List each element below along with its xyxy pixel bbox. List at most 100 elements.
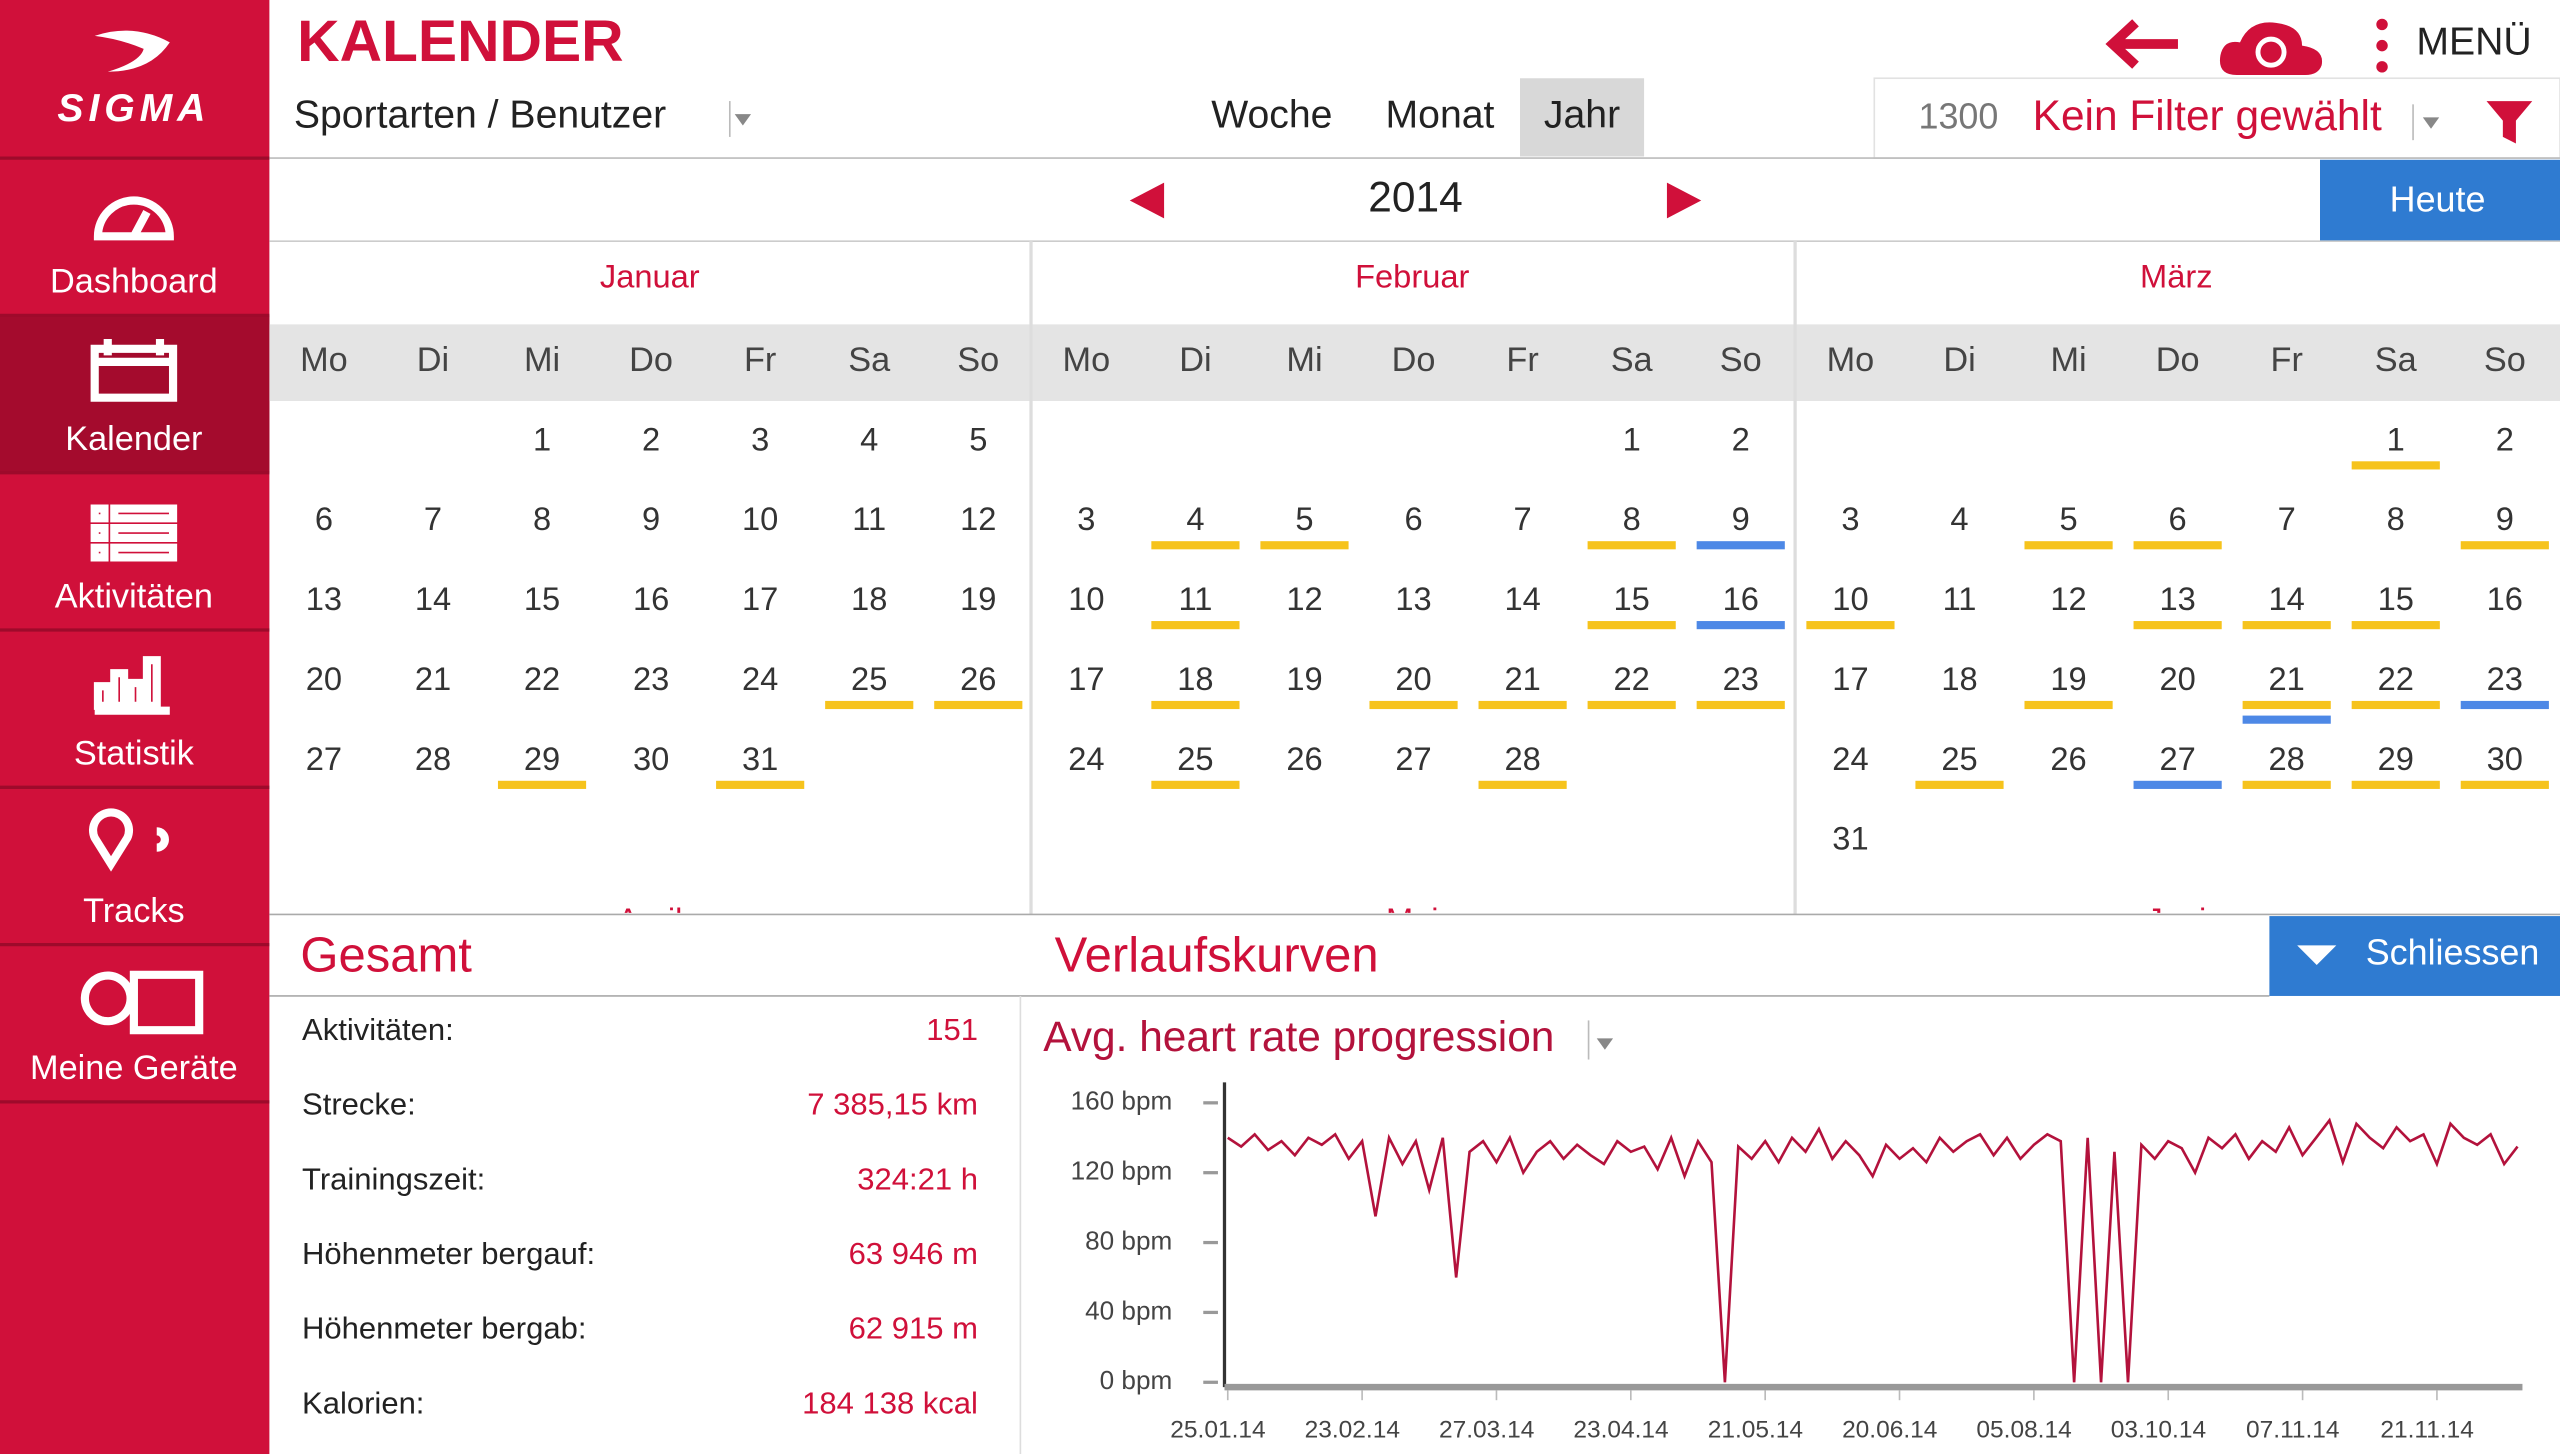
day[interactable]: 25 xyxy=(1177,740,1213,777)
day[interactable]: 27 xyxy=(1395,740,1431,777)
day[interactable]: 11 xyxy=(852,500,886,537)
close-label[interactable]: Schliessen xyxy=(2366,933,2540,973)
day[interactable]: 7 xyxy=(1514,500,1532,537)
day[interactable]: 18 xyxy=(1941,660,1977,697)
nav-icon[interactable] xyxy=(93,196,174,241)
day[interactable]: 21 xyxy=(415,660,451,697)
day[interactable]: 29 xyxy=(2378,740,2414,777)
day[interactable]: 12 xyxy=(1286,580,1322,617)
filter-icon[interactable] xyxy=(2486,101,2533,144)
day[interactable]: 4 xyxy=(1186,500,1204,537)
day[interactable]: 23 xyxy=(2487,660,2523,697)
day[interactable]: 14 xyxy=(1504,580,1540,617)
close-icon[interactable] xyxy=(2297,945,2337,965)
day[interactable]: 25 xyxy=(851,660,887,697)
dropdown-arrow[interactable] xyxy=(1596,1038,1614,1050)
menu-dots[interactable] xyxy=(2376,18,2388,73)
day[interactable]: 30 xyxy=(2487,740,2523,777)
day[interactable]: 24 xyxy=(742,660,778,697)
day[interactable]: 9 xyxy=(2496,500,2514,537)
day[interactable]: 21 xyxy=(1504,660,1540,697)
prev-year[interactable] xyxy=(1129,182,1165,219)
day[interactable]: 1 xyxy=(533,420,551,457)
day[interactable]: 22 xyxy=(524,660,560,697)
nav-item[interactable]: Tracks xyxy=(83,892,185,930)
day[interactable]: 19 xyxy=(2050,660,2086,697)
nav-icon[interactable] xyxy=(80,970,204,1035)
day[interactable]: 20 xyxy=(306,660,342,697)
day[interactable]: 27 xyxy=(2159,740,2195,777)
day[interactable]: 9 xyxy=(642,500,660,537)
day[interactable]: 17 xyxy=(1068,660,1104,697)
day[interactable]: 20 xyxy=(1395,660,1431,697)
day[interactable]: 15 xyxy=(1614,580,1650,617)
day[interactable]: 26 xyxy=(1286,740,1322,777)
nav-item[interactable]: Meine Geräte xyxy=(30,1049,238,1087)
day[interactable]: 18 xyxy=(851,580,887,617)
day[interactable]: 15 xyxy=(524,580,560,617)
day[interactable]: 1 xyxy=(2387,420,2405,457)
day[interactable]: 14 xyxy=(2269,580,2305,617)
day[interactable]: 4 xyxy=(860,420,878,457)
day[interactable]: 22 xyxy=(1614,660,1650,697)
day[interactable]: 5 xyxy=(2059,500,2077,537)
view-option[interactable]: Monat xyxy=(1386,94,1495,137)
nav-icon[interactable] xyxy=(89,808,169,872)
day[interactable]: 27 xyxy=(306,740,342,777)
nav-item[interactable]: Statistik xyxy=(74,735,195,773)
day[interactable]: 22 xyxy=(2378,660,2414,697)
filter-left[interactable]: Sportarten / Benutzer xyxy=(294,94,666,137)
day[interactable]: 16 xyxy=(2487,580,2523,617)
day[interactable]: 25 xyxy=(1941,740,1977,777)
nav-icon[interactable] xyxy=(90,504,178,562)
day[interactable]: 1 xyxy=(1623,420,1641,457)
day[interactable]: 19 xyxy=(960,580,996,617)
day[interactable]: 17 xyxy=(1832,660,1868,697)
day[interactable]: 14 xyxy=(415,580,451,617)
sync-button[interactable] xyxy=(2219,22,2323,75)
day[interactable]: 6 xyxy=(2169,500,2187,537)
day[interactable]: 23 xyxy=(633,660,669,697)
day[interactable]: 2 xyxy=(2496,420,2514,457)
day[interactable]: 28 xyxy=(2269,740,2305,777)
nav-item[interactable]: Dashboard xyxy=(50,263,218,301)
day[interactable]: 26 xyxy=(2050,740,2086,777)
view-option[interactable]: Woche xyxy=(1211,94,1332,137)
day[interactable]: 7 xyxy=(424,500,442,537)
day[interactable]: 6 xyxy=(315,500,333,537)
day[interactable]: 8 xyxy=(2387,500,2405,537)
day[interactable]: 12 xyxy=(2050,580,2086,617)
day[interactable]: 24 xyxy=(1832,740,1868,777)
day[interactable]: 31 xyxy=(1832,820,1868,857)
nav-icon[interactable] xyxy=(90,339,178,402)
day[interactable]: 15 xyxy=(2378,580,2414,617)
day[interactable]: 12 xyxy=(960,500,996,537)
today-button[interactable] xyxy=(2320,159,2560,242)
day[interactable]: 9 xyxy=(1732,500,1750,537)
day[interactable]: 8 xyxy=(533,500,551,537)
day[interactable]: 7 xyxy=(2278,500,2296,537)
day[interactable]: 10 xyxy=(1068,580,1104,617)
day[interactable]: 21 xyxy=(2269,660,2305,697)
day[interactable]: 11 xyxy=(1943,580,1977,617)
day[interactable]: 28 xyxy=(1504,740,1540,777)
day[interactable]: 19 xyxy=(1286,660,1322,697)
filter[interactable]: Kein Filter gewählt xyxy=(2033,92,2382,139)
day[interactable]: 13 xyxy=(1395,580,1431,617)
day[interactable]: 20 xyxy=(2159,660,2195,697)
day[interactable]: 29 xyxy=(524,740,560,777)
day[interactable]: 3 xyxy=(1841,500,1859,537)
dropdown-arrow[interactable] xyxy=(734,114,752,126)
nav-item[interactable]: Kalender xyxy=(65,420,202,458)
day[interactable]: 4 xyxy=(1950,500,1968,537)
dropdown-arrow[interactable] xyxy=(2422,117,2440,129)
day[interactable]: 28 xyxy=(415,740,451,777)
nav-icon[interactable] xyxy=(93,656,170,715)
day[interactable]: 10 xyxy=(1832,580,1868,617)
day[interactable]: 5 xyxy=(1295,500,1313,537)
day[interactable]: 17 xyxy=(742,580,778,617)
view-option[interactable]: Jahr xyxy=(1544,94,1620,137)
day[interactable]: 2 xyxy=(642,420,660,457)
day[interactable]: 5 xyxy=(969,420,987,457)
day[interactable]: 24 xyxy=(1068,740,1104,777)
